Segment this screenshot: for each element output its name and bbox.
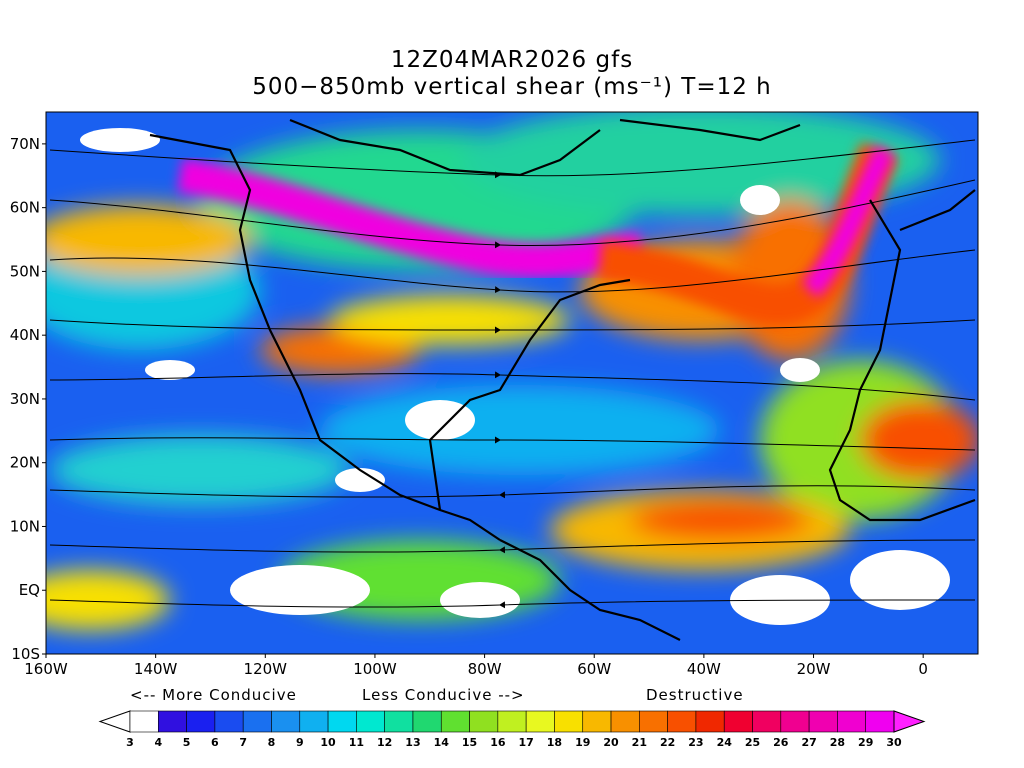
destructive-label: Destructive	[646, 686, 744, 704]
colorbar-cell	[837, 710, 867, 733]
lon-label: 80W	[468, 660, 502, 678]
colorbar-label: 26	[773, 736, 789, 749]
colorbar-cell	[242, 710, 272, 733]
colorbar-cell	[214, 710, 244, 733]
colorbar-cell	[129, 710, 159, 733]
colorbar-cell	[271, 710, 301, 733]
colorbar-label: 14	[434, 736, 450, 749]
longitude-labels: 160W 140W 120W 100W 80W 60W 40W 20W 0	[24, 654, 928, 678]
colorbar-label: 22	[660, 736, 675, 749]
colorbar-cell	[554, 710, 584, 733]
lat-label: 40N	[10, 326, 40, 344]
colorbar-label: 11	[349, 736, 364, 749]
colorbar-cell	[525, 710, 555, 733]
colorbar-cell	[610, 710, 640, 733]
colorbar-cell	[440, 710, 470, 733]
colorbar-label: 8	[268, 736, 276, 749]
colorbar-cell	[497, 710, 527, 733]
colorbar: 3 4 5 6 7 8 9 10 11 12 13 14 15 16 17 18 19 20 21 22 23 24 25 2…	[98, 710, 926, 749]
lon-label: 120W	[244, 660, 288, 678]
lat-label: 10N	[10, 517, 40, 535]
colorbar-cell	[412, 710, 442, 733]
colorbar-cell	[582, 710, 612, 733]
colorbar-cell	[780, 710, 810, 733]
lon-label: 100W	[353, 660, 397, 678]
colorbar-label: 19	[575, 736, 590, 749]
colorbar-cell	[667, 710, 697, 733]
colorbar-cell	[752, 710, 782, 733]
colorbar-label: 15	[462, 736, 477, 749]
colorbar-cell	[639, 710, 668, 733]
lon-label: 160W	[24, 660, 68, 678]
colorbar-label: 7	[239, 736, 247, 749]
colorbar-label: 28	[830, 736, 845, 749]
colorbar-label: 13	[405, 736, 420, 749]
colorbar-label: 12	[377, 736, 392, 749]
lon-label: 60W	[577, 660, 611, 678]
lat-label: 50N	[10, 262, 40, 280]
lat-label: EQ	[19, 581, 40, 599]
lon-label: 0	[918, 660, 928, 678]
colorbar-label: 21	[632, 736, 647, 749]
colorbar-label: 18	[547, 736, 562, 749]
colorbar-label: 9	[296, 736, 304, 749]
colorbar-label: 6	[211, 736, 219, 749]
lat-label: 30N	[10, 390, 40, 408]
colorbar-cell	[186, 710, 216, 733]
map-subtitle: 500−850mb vertical shear (ms⁻¹) T=12 h	[252, 74, 772, 100]
colorbar-cell	[865, 710, 895, 733]
colorbar-label: 29	[858, 736, 873, 749]
lon-label: 40W	[687, 660, 721, 678]
colorbar-cell	[157, 710, 187, 733]
colorbar-cell	[723, 710, 753, 733]
lon-label: 140W	[134, 660, 178, 678]
latitude-labels: 70N 60N 50N 40N 30N 20N 10N EQ 10S	[10, 135, 46, 663]
colorbar-cell	[808, 710, 838, 733]
colorbar-cell	[299, 710, 329, 733]
lat-label: 20N	[10, 454, 40, 472]
colorbar-label: 25	[745, 736, 760, 749]
colorbar-label: 4	[154, 736, 162, 749]
colorbar-label: 30	[886, 736, 902, 749]
more-conducive-label: <-- More Conducive	[130, 686, 297, 704]
colorbar-cell	[384, 710, 414, 733]
colorbar-label: 17	[518, 736, 533, 749]
lon-label: 20W	[797, 660, 831, 678]
colorbar-label: 3	[126, 736, 134, 749]
shear-field	[46, 112, 978, 654]
colorbar-label: 10	[320, 736, 336, 749]
colorbar-cell	[327, 710, 357, 733]
lat-label: 70N	[10, 135, 40, 153]
colorbar-cell	[695, 710, 725, 733]
colorbar-right-arrow	[893, 710, 926, 733]
colorbar-label: 23	[688, 736, 703, 749]
less-conducive-label: Less Conducive -->	[362, 686, 525, 704]
lat-label: 10S	[11, 645, 40, 663]
colorbar-label: 27	[801, 736, 816, 749]
colorbar-label: 20	[603, 736, 619, 749]
colorbar-label: 5	[183, 736, 191, 749]
colorbar-label: 24	[717, 736, 733, 749]
map-title: 12Z04MAR2026 gfs	[390, 47, 634, 73]
colorbar-left-arrow	[98, 710, 131, 733]
colorbar-cell	[356, 710, 385, 733]
lat-label: 60N	[10, 199, 40, 217]
colorbar-cell	[469, 710, 499, 733]
colorbar-label: 16	[490, 736, 506, 749]
